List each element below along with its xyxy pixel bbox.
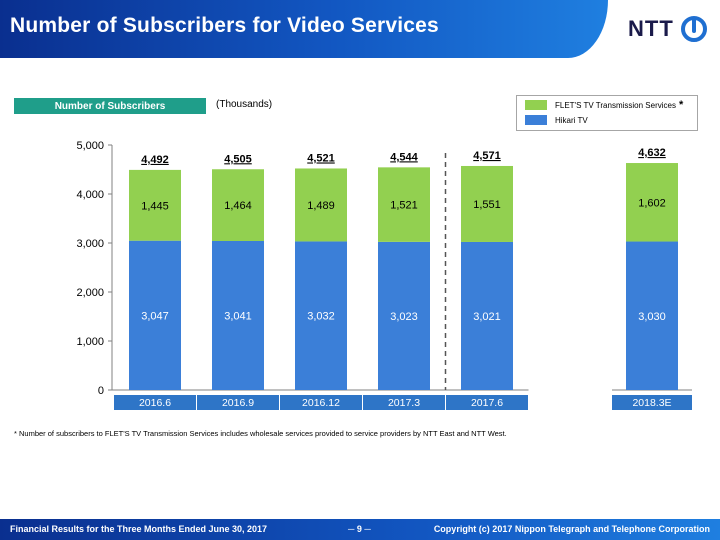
legend-swatch-flets bbox=[525, 100, 547, 110]
units-label: (Thousands) bbox=[216, 99, 273, 110]
total-label: 4,571 bbox=[473, 150, 501, 162]
stacked-bar-chart: 0 1,000 2,000 3,000 4,000 5,000 3,047 1,445 4,49… bbox=[76, 140, 692, 410]
data-label: 1,551 bbox=[473, 199, 501, 211]
bar-segment bbox=[295, 168, 347, 242]
data-label: 3,023 bbox=[390, 311, 418, 323]
total-label: 4,505 bbox=[224, 153, 252, 165]
category-cell bbox=[363, 395, 445, 410]
legend-label-flets: FLET'S TV Transmission Services bbox=[555, 100, 676, 110]
data-label: 1,464 bbox=[224, 200, 252, 212]
data-label: 3,021 bbox=[473, 311, 501, 323]
data-label: 1,521 bbox=[390, 200, 418, 212]
total-label: 4,492 bbox=[141, 154, 169, 166]
total-label: 4,632 bbox=[638, 147, 666, 159]
bar-segment bbox=[295, 241, 347, 390]
footnote: * Number of subscribers to FLET'S TV Tra… bbox=[14, 429, 507, 438]
title-band bbox=[0, 0, 608, 58]
bar-segment bbox=[129, 240, 181, 390]
bar-segment bbox=[461, 165, 513, 242]
bar-segment bbox=[212, 169, 264, 241]
x-tick-label: 2017.6 bbox=[471, 397, 503, 409]
legend: FLET'S TV Transmission Services * Hikari… bbox=[516, 95, 698, 131]
data-label: 3,032 bbox=[307, 311, 335, 323]
page-number: ─ 9 ─ bbox=[348, 524, 371, 534]
y-tick-label: 1,000 bbox=[76, 336, 104, 348]
y-tick-label: 5,000 bbox=[76, 140, 104, 152]
x-tick-label: 2016.12 bbox=[302, 397, 340, 409]
legend-item-hikari: Hikari TV bbox=[525, 115, 588, 125]
legend-footnote-marker: * bbox=[678, 99, 684, 111]
bar-segment bbox=[212, 240, 264, 390]
x-tick-label: 2016.6 bbox=[139, 397, 171, 409]
category-cell bbox=[612, 395, 692, 410]
bar-segment bbox=[461, 241, 513, 390]
bar-segment bbox=[626, 241, 678, 390]
y-tick-label: 0 bbox=[98, 385, 104, 397]
category-cell bbox=[446, 395, 528, 410]
data-label: 1,445 bbox=[141, 200, 169, 212]
page-title: Number of Subscribers for Video Services bbox=[10, 14, 439, 37]
y-tick-label: 2,000 bbox=[76, 287, 104, 299]
bar-segment bbox=[626, 163, 678, 242]
logo-text: NTT bbox=[628, 16, 674, 41]
copyright: Copyright (c) 2017 Nippon Telegraph and … bbox=[433, 524, 710, 534]
footer-report-title: Financial Results for the Three Months E… bbox=[10, 524, 268, 534]
data-label: 3,030 bbox=[638, 311, 666, 323]
category-cell bbox=[114, 395, 196, 410]
total-label: 4,544 bbox=[390, 151, 418, 163]
x-tick-label: 2017.3 bbox=[388, 397, 420, 409]
ntt-logo-mark-icon bbox=[680, 16, 707, 42]
header: Number of Subscribers for Video Services… bbox=[0, 0, 720, 58]
ntt-logo: NTT bbox=[628, 14, 708, 44]
x-tick-label: 2016.9 bbox=[222, 397, 254, 409]
legend-swatch-hikari bbox=[525, 115, 547, 125]
x-tick-label: 2018.3E bbox=[632, 397, 671, 409]
legend-item-flets: FLET'S TV Transmission Services * bbox=[525, 99, 683, 111]
bar-segment bbox=[378, 241, 430, 390]
data-label: 3,041 bbox=[224, 310, 252, 322]
y-tick-label: 4,000 bbox=[76, 189, 104, 201]
footer: Financial Results for the Three Months E… bbox=[0, 519, 720, 540]
category-cell bbox=[280, 395, 362, 410]
data-label: 1,489 bbox=[307, 200, 335, 212]
data-label: 1,602 bbox=[638, 197, 666, 209]
y-tick-label: 3,000 bbox=[76, 238, 104, 250]
data-label: 3,047 bbox=[141, 310, 169, 322]
category-cell bbox=[197, 395, 279, 410]
bar-segment bbox=[129, 169, 181, 241]
bar-segment bbox=[378, 167, 430, 242]
subscribers-label: Number of Subscribers bbox=[14, 98, 206, 114]
total-label: 4,521 bbox=[307, 152, 335, 164]
legend-label-hikari: Hikari TV bbox=[555, 115, 588, 125]
